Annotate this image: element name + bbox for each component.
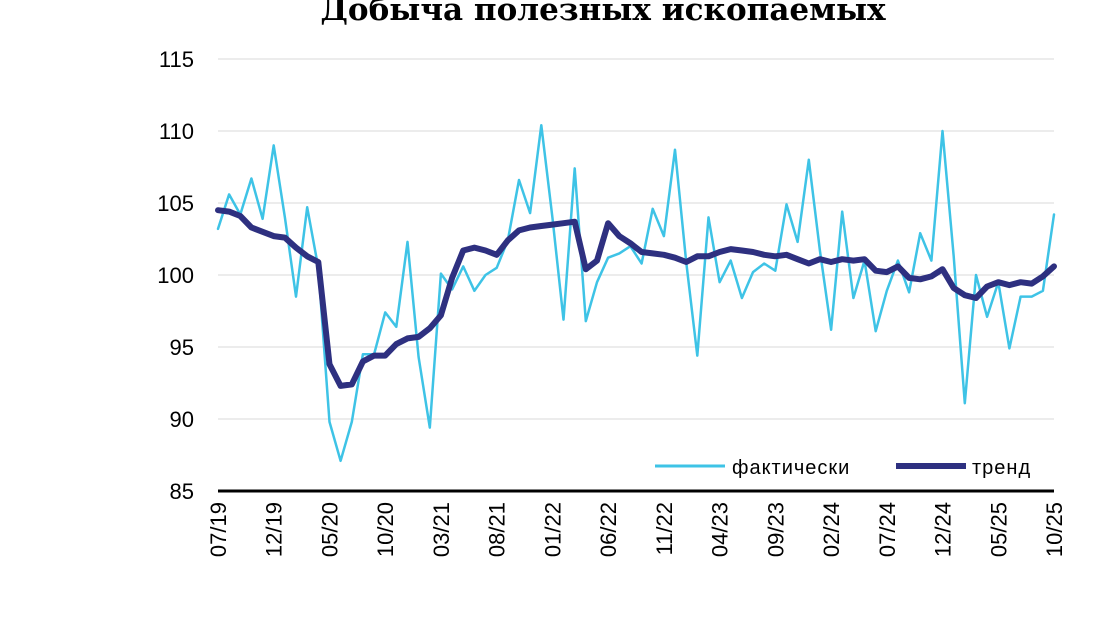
gridlines: 115 110 105 100 95 90 85 (157, 47, 1054, 504)
x-tick-label: 09/23 (763, 502, 788, 557)
x-tick-label: 07/19 (206, 502, 231, 557)
y-tick-label: 100 (157, 263, 194, 288)
series-lines (215, 123, 1057, 463)
x-tick-label: 06/22 (596, 502, 621, 557)
y-tick-label: 115 (159, 47, 194, 72)
legend-label-trend: тренд (972, 457, 1031, 479)
x-tick-label: 05/25 (986, 502, 1011, 557)
legend: фактически тренд (655, 457, 1031, 479)
x-tick-label: 11/22 (652, 502, 677, 555)
series-actual-line (216, 123, 1056, 463)
x-tick-label: 08/21 (485, 502, 510, 557)
y-tick-label: 85 (170, 479, 194, 504)
x-axis: 07/19 12/19 05/20 10/20 03/21 08/21 01/22 06/22… (206, 502, 1067, 557)
x-tick-label: 10/20 (373, 502, 398, 557)
y-tick-label: 95 (170, 335, 194, 360)
x-tick-label: 12/24 (931, 502, 956, 557)
x-tick-label: 01/22 (540, 502, 565, 557)
x-tick-label: 10/25 (1042, 502, 1067, 557)
chart-title: Добыча полезных ископаемых (320, 0, 886, 28)
x-tick-label: 12/19 (262, 502, 287, 557)
y-tick-label: 105 (157, 191, 194, 216)
legend-label-actual: фактически (732, 457, 850, 479)
x-tick-label: 03/21 (429, 502, 454, 557)
x-tick-label: 07/24 (875, 502, 900, 557)
y-tick-label: 110 (159, 119, 194, 144)
x-tick-label: 04/23 (708, 502, 733, 557)
series-trend-line (215, 207, 1057, 389)
x-tick-label: 05/20 (317, 502, 342, 557)
x-tick-label: 02/24 (819, 502, 844, 557)
y-tick-label: 90 (170, 407, 194, 432)
